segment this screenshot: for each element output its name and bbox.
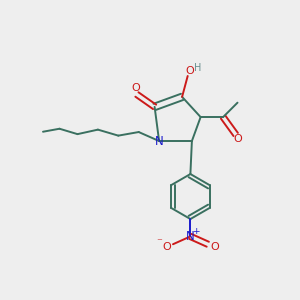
- Text: H: H: [194, 63, 202, 73]
- Text: N: N: [155, 135, 164, 148]
- Text: O: O: [210, 242, 219, 252]
- Text: O: O: [186, 66, 194, 76]
- Text: O: O: [162, 242, 171, 252]
- Text: N: N: [186, 230, 195, 243]
- Text: +: +: [192, 227, 200, 236]
- Text: O: O: [234, 134, 242, 144]
- Text: ⁻: ⁻: [156, 237, 162, 247]
- Text: O: O: [131, 83, 140, 93]
